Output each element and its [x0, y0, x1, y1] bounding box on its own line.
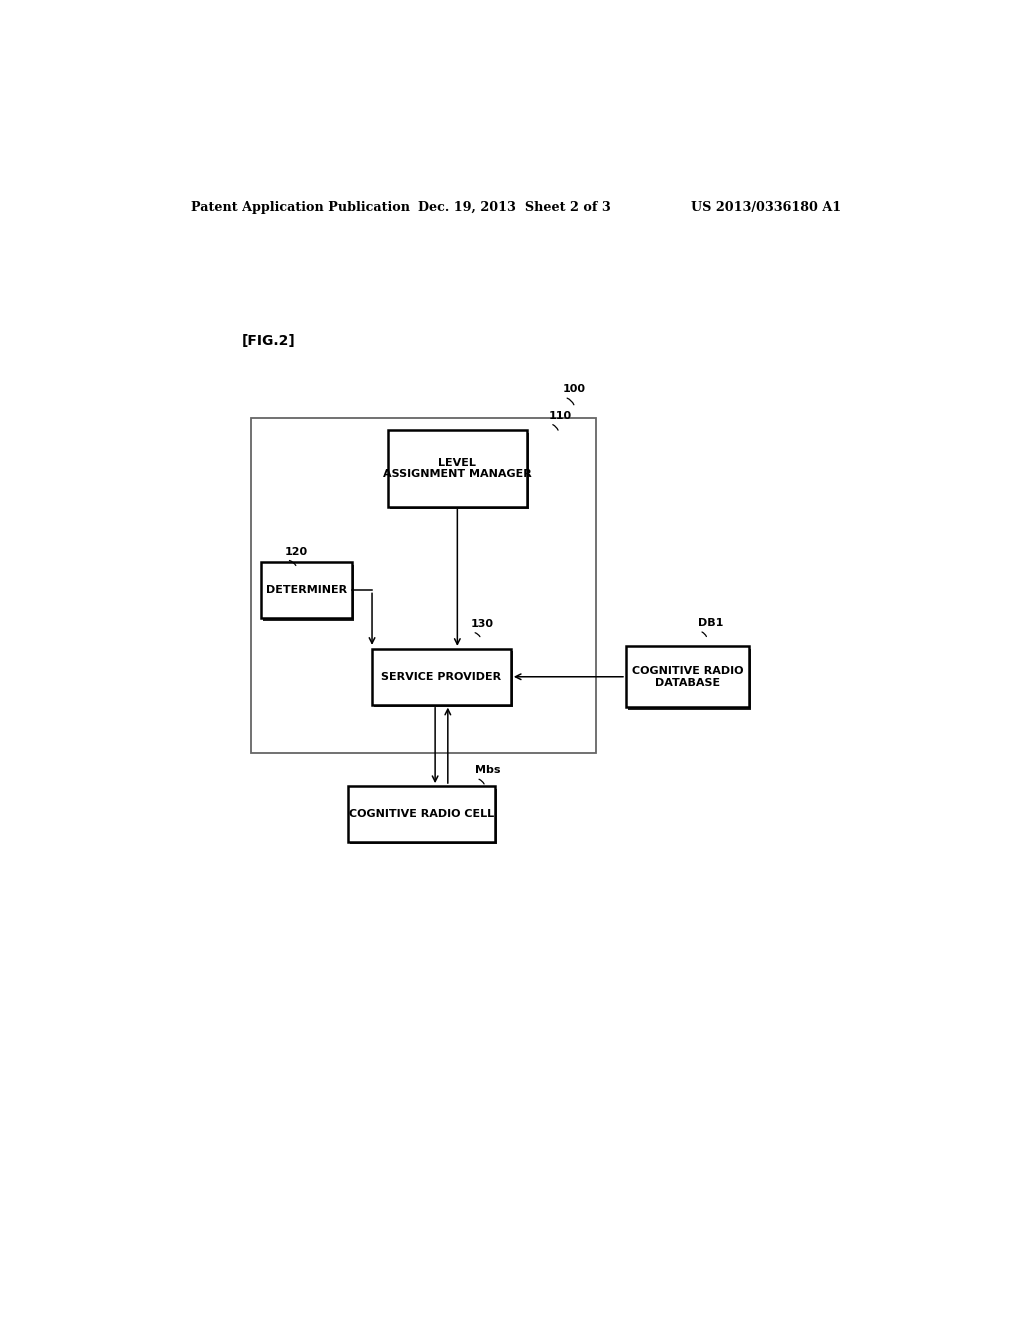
Bar — [390, 433, 528, 510]
Bar — [261, 562, 352, 618]
Text: 120: 120 — [285, 546, 308, 557]
Text: [FIG.2]: [FIG.2] — [242, 334, 295, 348]
Text: Dec. 19, 2013  Sheet 2 of 3: Dec. 19, 2013 Sheet 2 of 3 — [418, 201, 610, 214]
Bar — [628, 649, 751, 710]
Text: 130: 130 — [471, 619, 494, 628]
Bar — [263, 565, 354, 620]
Text: SERVICE PROVIDER: SERVICE PROVIDER — [381, 672, 502, 681]
Text: US 2013/0336180 A1: US 2013/0336180 A1 — [691, 201, 842, 214]
Bar — [348, 785, 495, 842]
Text: Mbs: Mbs — [475, 766, 501, 775]
Text: COGNITIVE RADIO
DATABASE: COGNITIVE RADIO DATABASE — [632, 667, 743, 688]
Bar — [626, 647, 749, 708]
Text: 100: 100 — [563, 384, 586, 395]
Bar — [372, 649, 511, 705]
Bar — [251, 417, 596, 752]
Bar — [388, 430, 526, 507]
Bar — [350, 788, 497, 845]
Text: 110: 110 — [549, 411, 571, 421]
Text: DETERMINER: DETERMINER — [266, 585, 347, 595]
Text: Patent Application Publication: Patent Application Publication — [191, 201, 411, 214]
Text: LEVEL
ASSIGNMENT MANAGER: LEVEL ASSIGNMENT MANAGER — [383, 458, 531, 479]
Text: COGNITIVE RADIO CELL: COGNITIVE RADIO CELL — [349, 809, 495, 818]
Bar — [374, 651, 513, 708]
Text: DB1: DB1 — [697, 618, 723, 628]
